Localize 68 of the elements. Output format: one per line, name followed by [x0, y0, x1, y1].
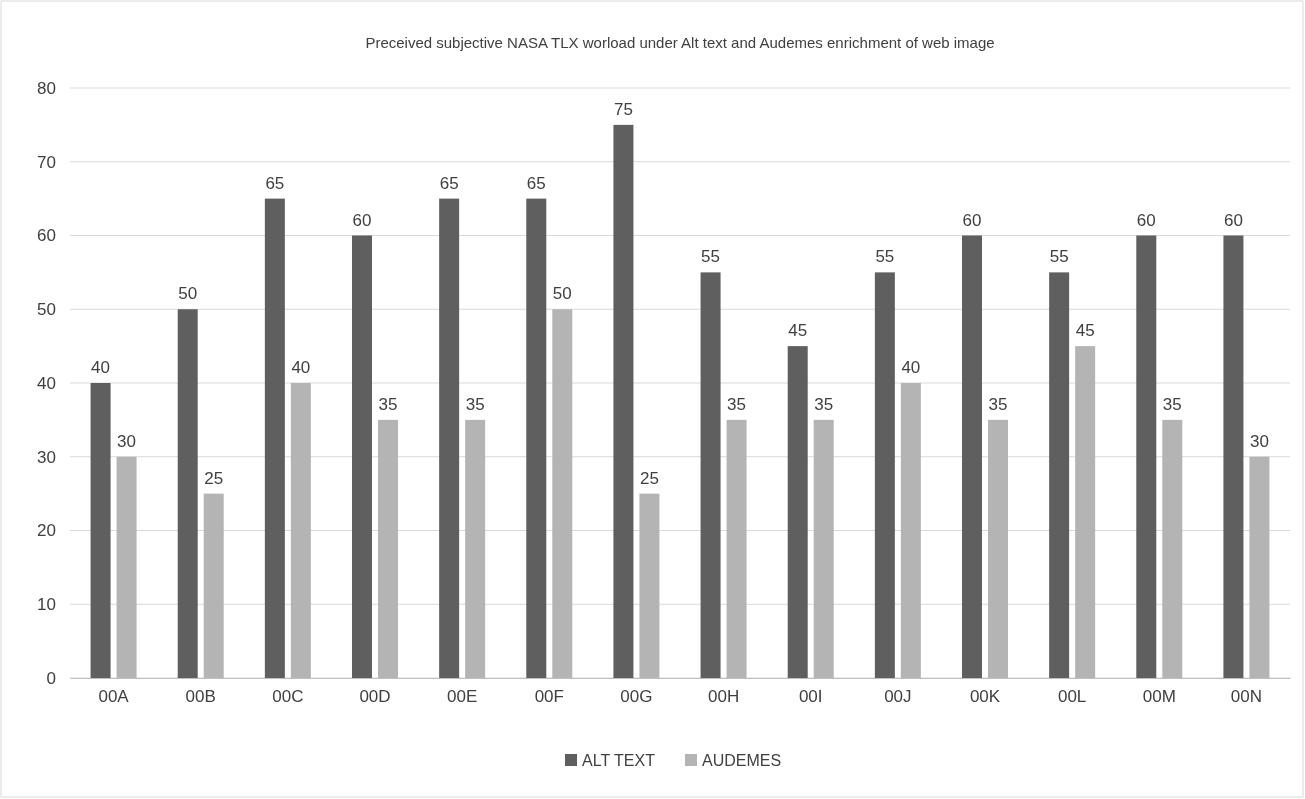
data-label: 35	[814, 394, 834, 414]
data-label: 40	[901, 358, 921, 377]
legend-label: ALT TEXT	[582, 752, 656, 769]
data-label: 45	[1075, 321, 1095, 341]
data-label: 60	[352, 210, 372, 230]
data-label: 65	[526, 173, 546, 193]
y-tick-label: 10	[37, 595, 56, 615]
bar	[439, 198, 460, 678]
data-label: 65	[265, 173, 285, 193]
data-label: 65	[439, 173, 459, 193]
x-tick-label: 00L	[1057, 687, 1087, 707]
data-label: 25	[639, 468, 659, 488]
x-tick-label: 00E	[447, 687, 478, 707]
x-tick-label: 00F	[534, 687, 564, 707]
data-label: 45	[788, 321, 808, 341]
data-label: 35	[1162, 394, 1182, 414]
bar	[700, 272, 721, 678]
data-label: 40	[91, 358, 111, 377]
bar	[962, 235, 982, 678]
data-label: 55	[875, 247, 895, 267]
bar	[1049, 272, 1070, 678]
data-label: 55	[1049, 247, 1069, 267]
chart-title: Preceived subjective NASA TLX worload under Alt text and Audemes enrichment of web image	[365, 34, 995, 51]
data-label: 25	[204, 468, 224, 488]
bar	[874, 272, 895, 678]
x-tick-label: 00H	[707, 687, 740, 707]
data-label: 60	[962, 210, 982, 230]
y-tick-label: 40	[37, 373, 56, 393]
data-label: 50	[552, 284, 572, 304]
legend-label: AUDEMES	[702, 752, 782, 769]
data-label: 55	[701, 247, 721, 267]
data-label: 60	[1136, 210, 1156, 230]
x-tick-label: 00K	[969, 687, 1001, 707]
data-label: 50	[178, 284, 198, 304]
bar	[1136, 235, 1157, 678]
x-tick-label: 00J	[884, 687, 912, 707]
y-tick-label: 60	[37, 226, 56, 246]
x-tick-label: 00M	[1142, 687, 1176, 707]
x-tick-label: 00A	[98, 687, 130, 707]
x-tick-label: 00D	[359, 687, 391, 707]
data-label: 40	[291, 358, 311, 377]
bar	[526, 198, 547, 678]
bar	[352, 235, 372, 678]
data-label: 35	[727, 394, 747, 414]
bar	[177, 309, 198, 678]
bar	[90, 383, 111, 678]
bar	[264, 198, 285, 678]
x-tick-label: 00I	[798, 687, 823, 707]
data-label: 75	[613, 99, 633, 119]
y-tick-label: 50	[37, 300, 56, 320]
y-tick-label: 20	[37, 521, 56, 541]
bar	[1223, 235, 1244, 678]
y-tick-label: 30	[37, 447, 56, 467]
data-label: 35	[988, 394, 1008, 414]
data-label: 30	[117, 431, 137, 451]
data-label: 30	[1249, 431, 1269, 451]
x-tick-label: 00B	[185, 687, 216, 707]
x-tick-label: 00G	[620, 687, 653, 707]
x-tick-label: 00N	[1230, 687, 1263, 707]
bar	[613, 124, 634, 678]
y-tick-label: 0	[46, 668, 56, 688]
data-label: 35	[378, 394, 398, 414]
y-tick-label: 80	[37, 78, 56, 98]
bar	[787, 346, 808, 678]
data-label: 60	[1223, 210, 1243, 230]
x-tick-label: 00C	[272, 687, 304, 707]
y-tick-label: 70	[37, 152, 56, 172]
data-label: 35	[465, 394, 485, 414]
